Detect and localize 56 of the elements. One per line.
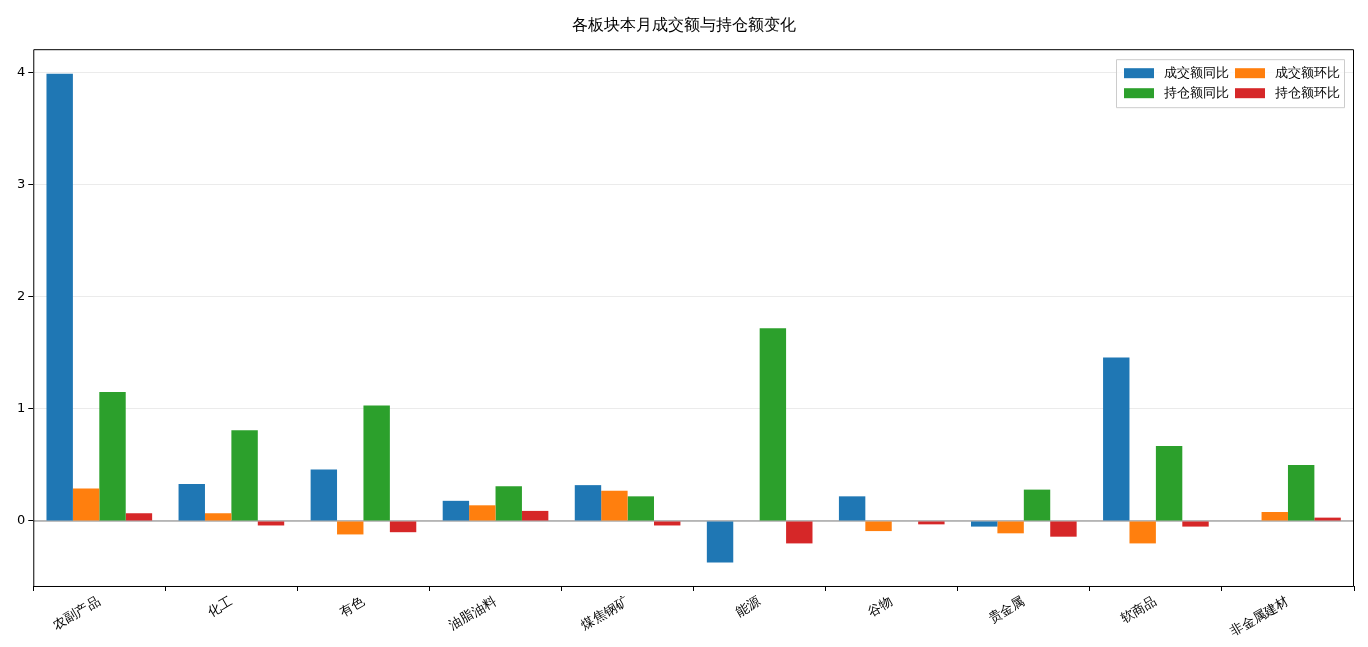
bar	[521, 510, 549, 521]
x-tick-label: 能源	[732, 593, 763, 620]
y-tick-label: 3	[16, 176, 26, 192]
legend-label: 持仓额环比	[1275, 84, 1340, 100]
bar	[838, 496, 866, 521]
bar	[125, 513, 153, 521]
bar	[574, 485, 602, 521]
bar	[706, 521, 734, 563]
bar	[389, 521, 417, 533]
bar	[627, 496, 655, 521]
bar	[310, 469, 338, 521]
legend-label: 成交额同比	[1164, 64, 1229, 80]
bar	[469, 505, 496, 521]
bar	[1050, 521, 1077, 537]
bar	[1023, 489, 1051, 521]
bar	[997, 521, 1024, 534]
legend-label: 持仓额同比	[1164, 84, 1229, 100]
x-tick-label: 农副产品	[49, 593, 103, 633]
bar	[46, 73, 73, 521]
bar	[99, 392, 126, 521]
bar	[601, 490, 628, 521]
bar	[363, 405, 390, 521]
bar	[970, 521, 998, 527]
x-tick-label: 贵金属	[985, 593, 1028, 626]
bar	[442, 500, 470, 521]
x-tick-label: 有色	[336, 593, 367, 620]
bar	[1155, 445, 1183, 521]
x-tick-label: 煤焦钢矿	[578, 593, 631, 633]
bar	[1129, 521, 1156, 544]
chart-title: 各板块本月成交额与持仓额变化	[572, 14, 796, 34]
bar	[72, 488, 100, 521]
bar	[1261, 512, 1288, 521]
bar	[495, 486, 522, 521]
bar	[654, 521, 681, 526]
bar	[337, 521, 364, 535]
bar	[257, 521, 285, 526]
y-tick-label: 2	[16, 288, 26, 304]
bar	[1103, 357, 1130, 521]
y-tick-label: 1	[16, 400, 26, 416]
x-tick-label: 油脂油料	[446, 593, 499, 633]
y-tick-label: 4	[16, 64, 26, 80]
bar	[918, 521, 945, 525]
bar	[178, 484, 205, 521]
x-tick-label: 软商品	[1117, 593, 1160, 626]
bar	[865, 521, 892, 532]
bar	[231, 430, 258, 521]
bar	[1182, 521, 1209, 527]
x-tick-label: 化工	[204, 593, 235, 620]
x-tick-label: 非金属建材	[1227, 593, 1292, 639]
legend-label: 成交额环比	[1275, 64, 1340, 80]
y-tick-label: 0	[16, 512, 26, 528]
bar	[1287, 464, 1315, 521]
bar	[759, 328, 787, 521]
bar	[786, 521, 813, 544]
bar	[204, 513, 232, 521]
x-tick-label: 谷物	[864, 593, 895, 620]
